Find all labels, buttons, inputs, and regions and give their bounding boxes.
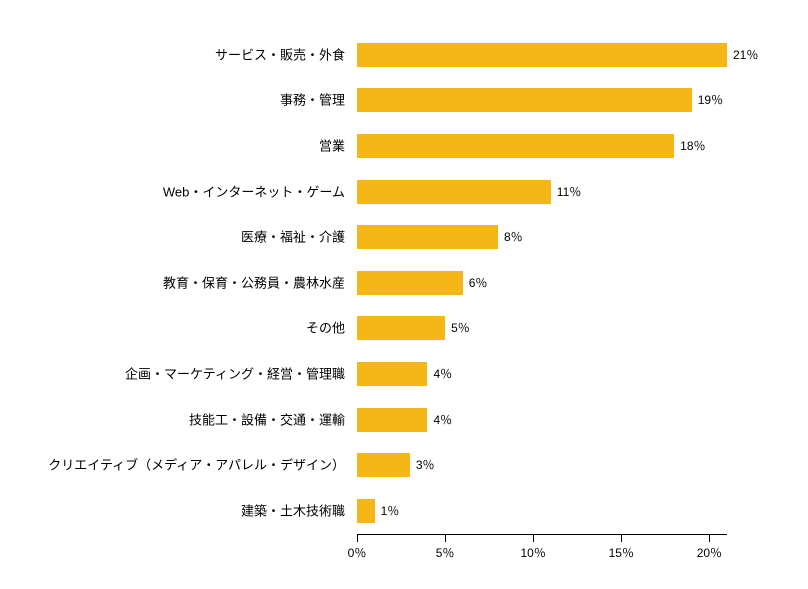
x-axis-tick-label: 5％ (436, 544, 455, 561)
bar-row: Web・インターネット・ゲーム11％ (357, 180, 727, 204)
x-axis: 0％5％10％15％20％ (357, 534, 727, 535)
x-axis-tick-label: 20％ (697, 544, 722, 561)
bar: 19％ (357, 88, 692, 112)
x-axis-tick-label: 0％ (348, 544, 367, 561)
bar-row: 営業18％ (357, 134, 727, 158)
bar: 11％ (357, 180, 551, 204)
bar-category-label: 企画・マーケティング・経営・管理職 (125, 368, 357, 381)
bar-value-label: 5％ (445, 322, 470, 334)
bar-value-label: 1％ (375, 505, 400, 517)
bar-category-label: 技能工・設備・交通・運輸 (189, 413, 357, 426)
plot-area: サービス・販売・外食21％ 事務・管理19％ 営業18％ Web・インターネット・ゲー… (357, 32, 727, 534)
bar-row: クリエイティブ（メディア・アパレル・デザイン）3％ (357, 453, 727, 477)
bar-category-label: Web・インターネット・ゲーム (163, 185, 357, 198)
bar-row: 技能工・設備・交通・運輸4％ (357, 408, 727, 432)
x-axis-tick-mark (709, 534, 710, 542)
x-axis-tick-label: 15％ (609, 544, 634, 561)
bar-category-label: サービス・販売・外食 (215, 48, 357, 61)
bar: 4％ (357, 408, 427, 432)
bar-row: サービス・販売・外食21％ (357, 43, 727, 67)
bar-row: 医療・福祉・介護8％ (357, 225, 727, 249)
bar-row: その他5％ (357, 316, 727, 340)
horizontal-bar-chart: サービス・販売・外食21％事務・管理19％営業18％Web・インターネット・ゲー… (0, 0, 808, 589)
bar-row: 教育・保育・公務員・農林水産6％ (357, 271, 727, 295)
bar-category-label: 事務・管理 (280, 94, 357, 107)
bar-value-label: 11％ (551, 186, 581, 198)
bar-value-label: 6％ (463, 277, 488, 289)
bar-value-label: 21％ (727, 49, 758, 61)
bar: 18％ (357, 134, 674, 158)
x-axis-tick-mark (445, 534, 446, 542)
bar-value-label: 19％ (692, 94, 723, 106)
bar-category-label: 営業 (319, 140, 357, 153)
bar: 6％ (357, 271, 463, 295)
bar-row: 事務・管理19％ (357, 88, 727, 112)
x-axis-tick-mark (357, 534, 358, 542)
bar: 21％ (357, 43, 727, 67)
bar-value-label: 4％ (427, 368, 452, 380)
bar-category-label: その他 (306, 322, 357, 335)
bar-category-label: 教育・保育・公務員・農林水産 (163, 276, 357, 289)
bar-category-label: クリエイティブ（メディア・アパレル・デザイン） (48, 459, 357, 472)
x-axis-tick-label: 10％ (521, 544, 546, 561)
bar-value-label: 8％ (498, 231, 523, 243)
bar-row: 企画・マーケティング・経営・管理職4％ (357, 362, 727, 386)
bar-row: 建築・土木技術職1％ (357, 499, 727, 523)
bar: 8％ (357, 225, 498, 249)
x-axis-tick-mark (621, 534, 622, 542)
bar-category-label: 建築・土木技術職 (241, 504, 357, 517)
x-axis-tick-mark (533, 534, 534, 542)
bar-category-label: 医療・福祉・介護 (241, 231, 357, 244)
bar: 3％ (357, 453, 410, 477)
bar: 5％ (357, 316, 445, 340)
bar-value-label: 3％ (410, 459, 435, 471)
bar: 4％ (357, 362, 427, 386)
bar: 1％ (357, 499, 375, 523)
bar-value-label: 18％ (674, 140, 705, 152)
bar-value-label: 4％ (427, 414, 452, 426)
